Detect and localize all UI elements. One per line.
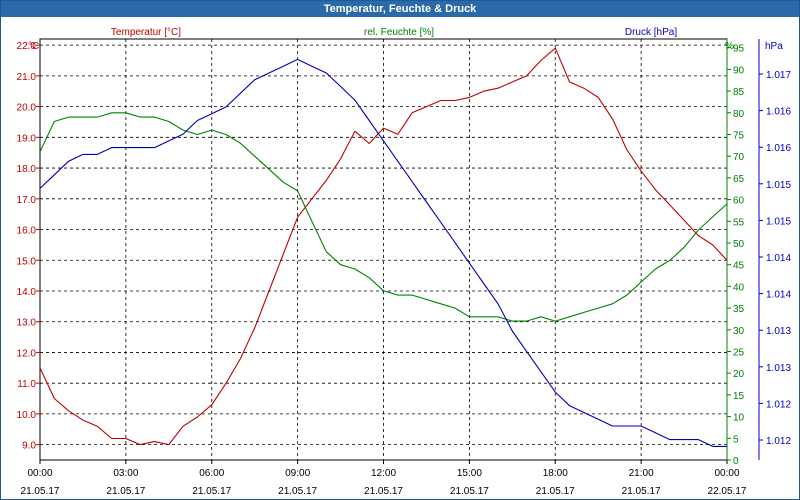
tick-label-temperature: 19.0 [17,133,37,144]
tick-label-humidity: 60 [733,196,745,207]
tick-label-date: 21.05.17 [278,486,317,497]
tick-label-pressure: 1.014 [766,290,791,301]
tick-label-time: 00:00 [714,468,739,479]
tick-label-date: 21.05.17 [21,486,60,497]
tick-label-temperature: 20.0 [17,103,37,114]
tick-label-humidity: 25 [733,347,745,358]
tick-label-temperature: 9.0 [22,441,36,452]
tick-label-pressure: 1.017 [766,70,791,81]
tick-label-temperature: 22.0 [17,41,37,52]
tick-label-humidity: 80 [733,109,745,120]
tick-label-pressure: 1.015 [766,216,791,227]
series-line-pressure [39,58,727,447]
tick-label-pressure: 1.012 [766,436,791,447]
unit-pressure: hPa [765,41,783,52]
tick-label-time: 15:00 [457,468,482,479]
tick-label-humidity: 95 [733,44,745,55]
tick-label-humidity: 45 [733,261,745,272]
tick-label-temperature: 14.0 [17,287,37,298]
tick-label-temperature: 18.0 [17,164,37,175]
legend-temperature: Temperatur [°C] [111,27,181,38]
unit-temperature: °C [28,41,39,52]
tick-label-time: 18:00 [543,468,568,479]
axes: 22.0 21.0 20.0 19.0 18.0 17.0 16.0 15.0 14.0 13.0… [17,39,791,497]
tick-label-time: 21:00 [629,468,654,479]
tick-label-date: 21.05.17 [106,486,145,497]
tick-label-temperature: 21.0 [17,72,37,83]
tick-label-date: 21.05.17 [622,486,661,497]
tick-label-temperature: 17.0 [17,195,37,206]
tick-label-pressure: 1.016 [766,107,791,118]
tick-label-date: 21.05.17 [192,486,231,497]
tick-label-humidity: 10 [733,413,745,424]
tick-label-date: 21.05.17 [450,486,489,497]
tick-label-pressure: 1.015 [766,180,791,191]
tick-label-temperature: 15.0 [17,256,37,267]
tick-label-humidity: 90 [733,65,745,76]
tick-label-temperature: 16.0 [17,226,37,237]
tick-label-humidity: 20 [733,369,745,380]
tick-label-temperature: 11.0 [17,379,36,390]
tick-label-humidity: 40 [733,282,745,293]
tick-label-humidity: 75 [733,130,745,141]
series-line-temperature [39,47,728,446]
chart-svg: 22.0 21.0 20.0 19.0 18.0 17.0 16.0 15.0 14.0 13.0… [17,27,792,497]
tick-label-time: 06:00 [199,468,224,479]
tick-label-humidity: 85 [733,87,745,98]
unit-humidity: % [725,41,734,52]
tick-label-humidity: 5 [733,434,739,445]
tick-label-humidity: 50 [733,239,745,250]
series [39,47,728,447]
series-line-humidity [39,112,728,322]
tick-label-pressure: 1.014 [766,253,791,264]
tick-label-humidity: 70 [733,152,745,163]
tick-label-temperature: 13.0 [17,318,37,329]
tick-label-time: 00:00 [27,468,52,479]
tick-label-pressure: 1.012 [766,399,791,410]
legend-humidity: rel. Feuchte [%] [364,27,434,38]
tick-label-humidity: 55 [733,217,745,228]
tick-label-humidity: 35 [733,304,745,315]
tick-label-humidity: 65 [733,174,745,185]
tick-label-pressure: 1.013 [766,326,791,337]
tick-label-time: 09:00 [285,468,310,479]
grid [39,38,728,461]
tick-label-humidity: 30 [733,326,745,337]
tick-label-date: 22.05.17 [708,486,747,497]
tick-label-humidity: 15 [733,391,745,402]
tick-label-time: 03:00 [113,468,138,479]
tick-label-pressure: 1.016 [766,143,791,154]
tick-label-time: 12:00 [371,468,396,479]
tick-label-temperature: 12.0 [17,348,37,359]
tick-label-date: 21.05.17 [364,486,403,497]
legend-pressure: Druck [hPa] [625,27,677,38]
tick-label-temperature: 10.0 [17,410,37,421]
tick-label-pressure: 1.013 [766,363,791,374]
tick-label-humidity: 0 [733,456,739,467]
tick-label-date: 21.05.17 [536,486,575,497]
chart-title: Temperatur, Feuchte & Druck [1,1,799,17]
